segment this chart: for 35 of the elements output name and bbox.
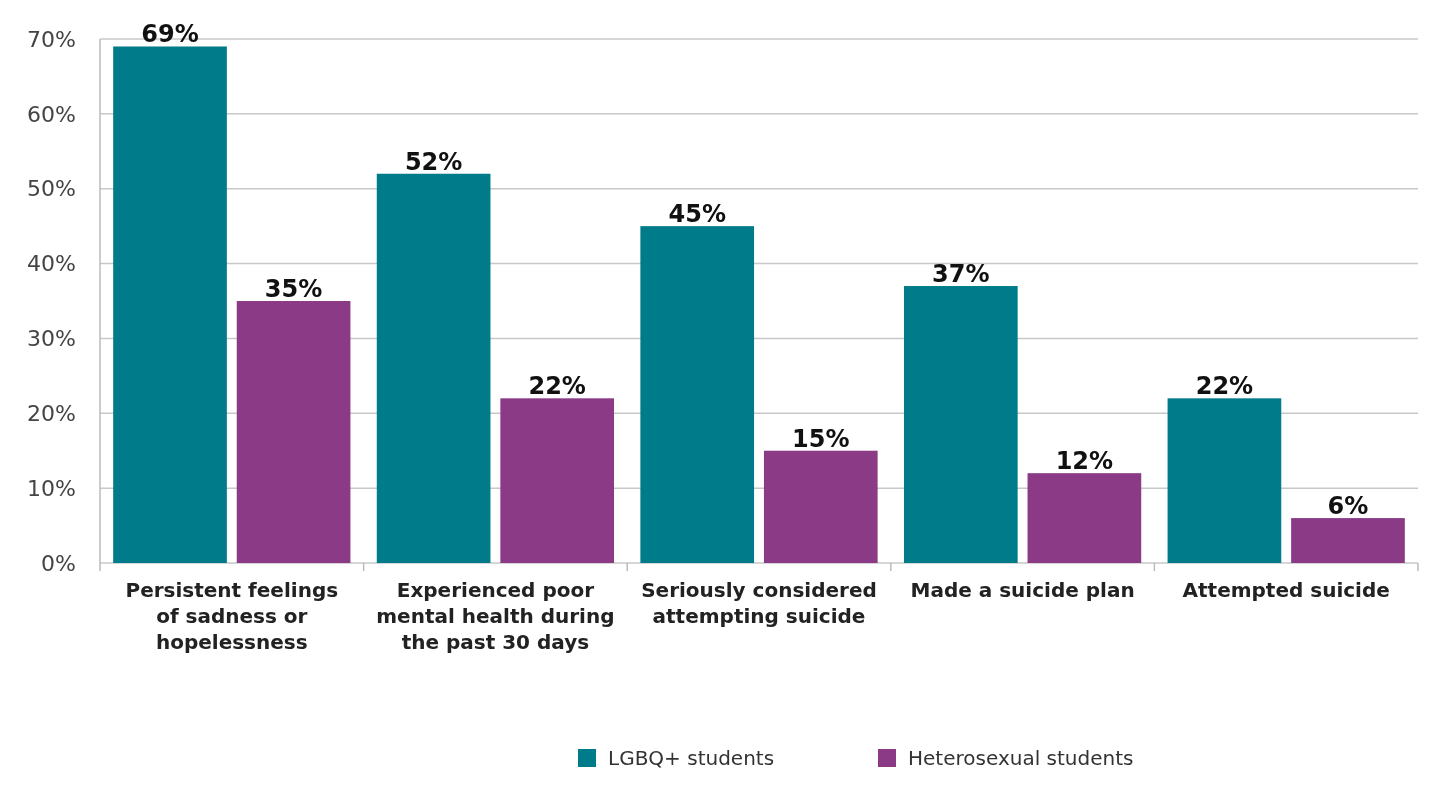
- y-tick-label: 60%: [27, 101, 76, 127]
- legend-label: LGBQ+ students: [608, 746, 775, 770]
- bar: [500, 398, 615, 563]
- bar: [376, 173, 491, 563]
- x-tick-label: Experienced poor mental health during the past 30 days: [376, 578, 615, 654]
- data-label: 52%: [404, 147, 463, 176]
- y-tick-label: 20%: [27, 400, 76, 426]
- bar: [1167, 398, 1282, 563]
- data-label: 22%: [528, 372, 586, 401]
- bar: [1027, 473, 1142, 563]
- data-label: 6%: [1327, 492, 1369, 521]
- y-tick-label: 30%: [27, 326, 76, 352]
- bar: [1291, 518, 1405, 563]
- data-label: 45%: [668, 200, 726, 229]
- bar: [640, 226, 755, 563]
- data-label: 35%: [264, 275, 323, 303]
- x-tick-label: Attempted suicide: [1182, 578, 1390, 602]
- bar: [903, 286, 1018, 563]
- y-tick-label: 10%: [27, 475, 76, 501]
- data-label: 37%: [932, 260, 990, 289]
- x-tick-label: Made a suicide plan: [910, 578, 1135, 602]
- bar: [113, 46, 227, 563]
- y-tick-label: 40%: [27, 251, 76, 277]
- y-tick-label: 50%: [27, 176, 76, 202]
- data-label: 15%: [792, 424, 850, 453]
- y-tick-label: 70%: [27, 26, 76, 52]
- legend-label: Heterosexual students: [908, 746, 1134, 770]
- y-tick-label: 0%: [41, 550, 76, 576]
- data-label: 69%: [141, 20, 199, 49]
- bar: [763, 450, 878, 563]
- x-tick-label: Seriously considered attempting suicide: [641, 578, 877, 628]
- data-label: 22%: [1195, 372, 1254, 401]
- bar: [236, 301, 351, 563]
- x-tick-label: Persistent feelings of sadness or hopelessness: [125, 578, 339, 654]
- data-label: 12%: [1055, 447, 1114, 476]
